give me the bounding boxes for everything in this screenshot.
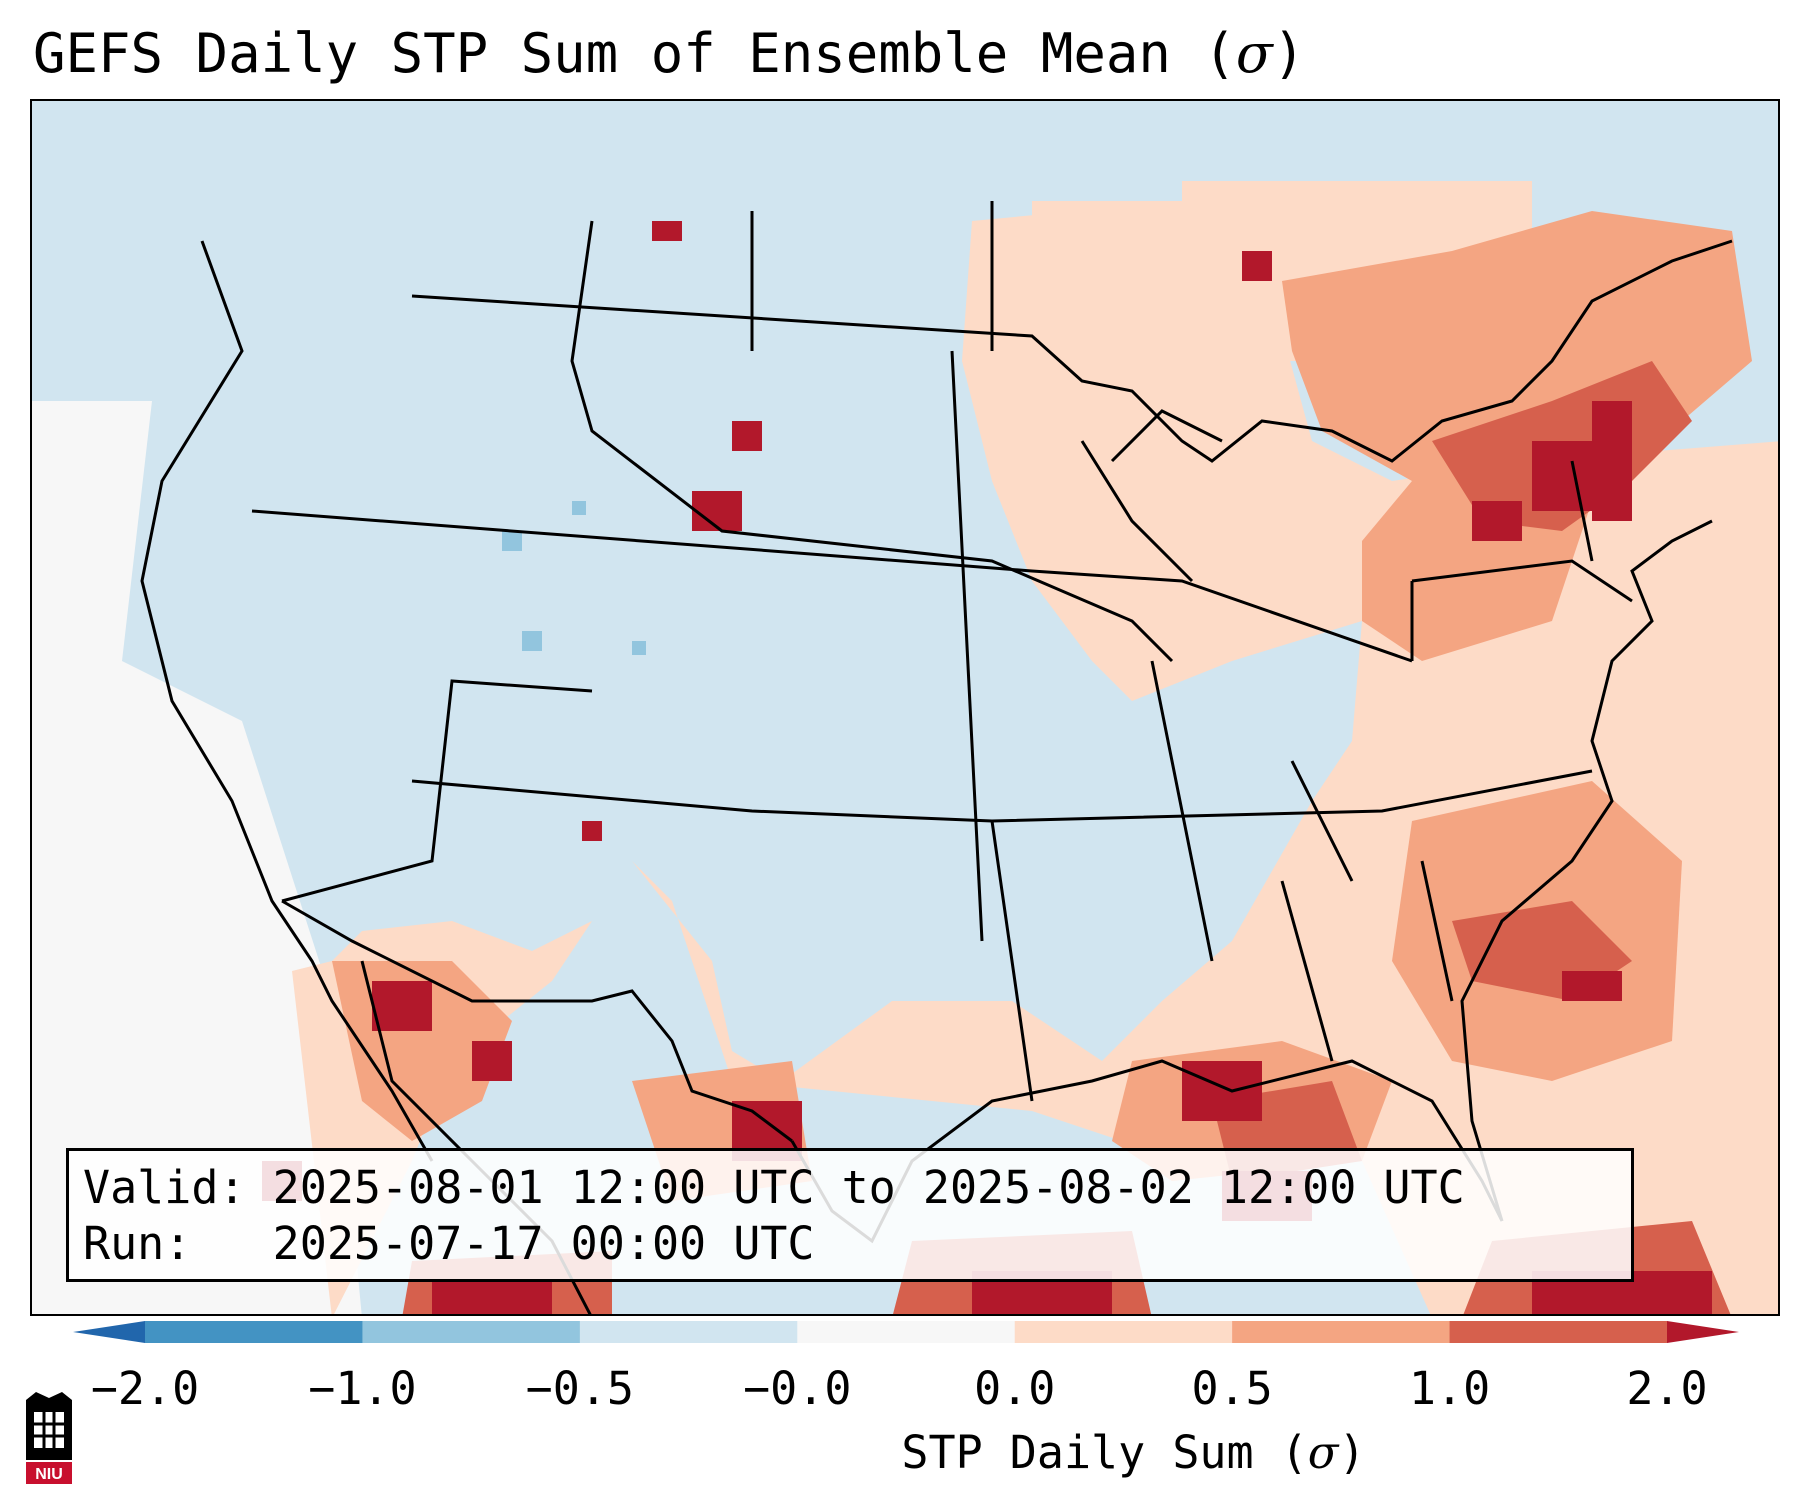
valid-run-info-box: Valid: 2025-08-01 12:00 UTC to 2025-08-0… (66, 1148, 1634, 1282)
stp-slight-negative (502, 501, 646, 655)
chart-title: GEFS Daily STP Sum of Ensemble Mean (σ) (33, 22, 1306, 85)
colorbar-segment (362, 1321, 581, 1343)
map-panel (30, 99, 1780, 1316)
colorbar-tick-label: 0.5 (1191, 1362, 1273, 1415)
map-borders (140, 201, 1733, 1314)
logo-text: NIU (35, 1466, 63, 1483)
stp-map (32, 101, 1778, 1314)
colorbar-tick-label: −1.0 (308, 1362, 417, 1415)
colorbar-tick-label: −0.0 (743, 1362, 852, 1415)
colorbar-tick-label: −2.0 (90, 1362, 200, 1415)
valid-time-line: Valid: 2025-08-01 12:00 UTC to 2025-08-0… (83, 1161, 1465, 1214)
colorbar-segment (1232, 1321, 1451, 1343)
colorbar-segment (797, 1321, 1016, 1343)
colorbar-extend-high (1667, 1321, 1739, 1343)
colorbar (73, 1321, 1739, 1343)
colorbar-segment (1014, 1321, 1233, 1343)
colorbar-tick-label: 1.0 (1408, 1362, 1491, 1415)
colorbar-tick-label: 2.0 (1626, 1362, 1708, 1415)
niu-logo: NIU (26, 1392, 72, 1484)
colorbar-segment (1449, 1321, 1668, 1343)
colorbar-segment (579, 1321, 798, 1343)
colorbar-segment (145, 1321, 363, 1343)
run-time-line: Run: 2025-07-17 00:00 UTC (83, 1217, 815, 1270)
colorbar-tick-label: 0.0 (974, 1362, 1056, 1415)
colorbar-label: STP Daily Sum (σ) (901, 1426, 1366, 1479)
colorbar-tick-label: −0.5 (525, 1362, 635, 1415)
neutral-field-pacific (32, 401, 362, 1314)
colorbar-extend-low (73, 1321, 145, 1343)
